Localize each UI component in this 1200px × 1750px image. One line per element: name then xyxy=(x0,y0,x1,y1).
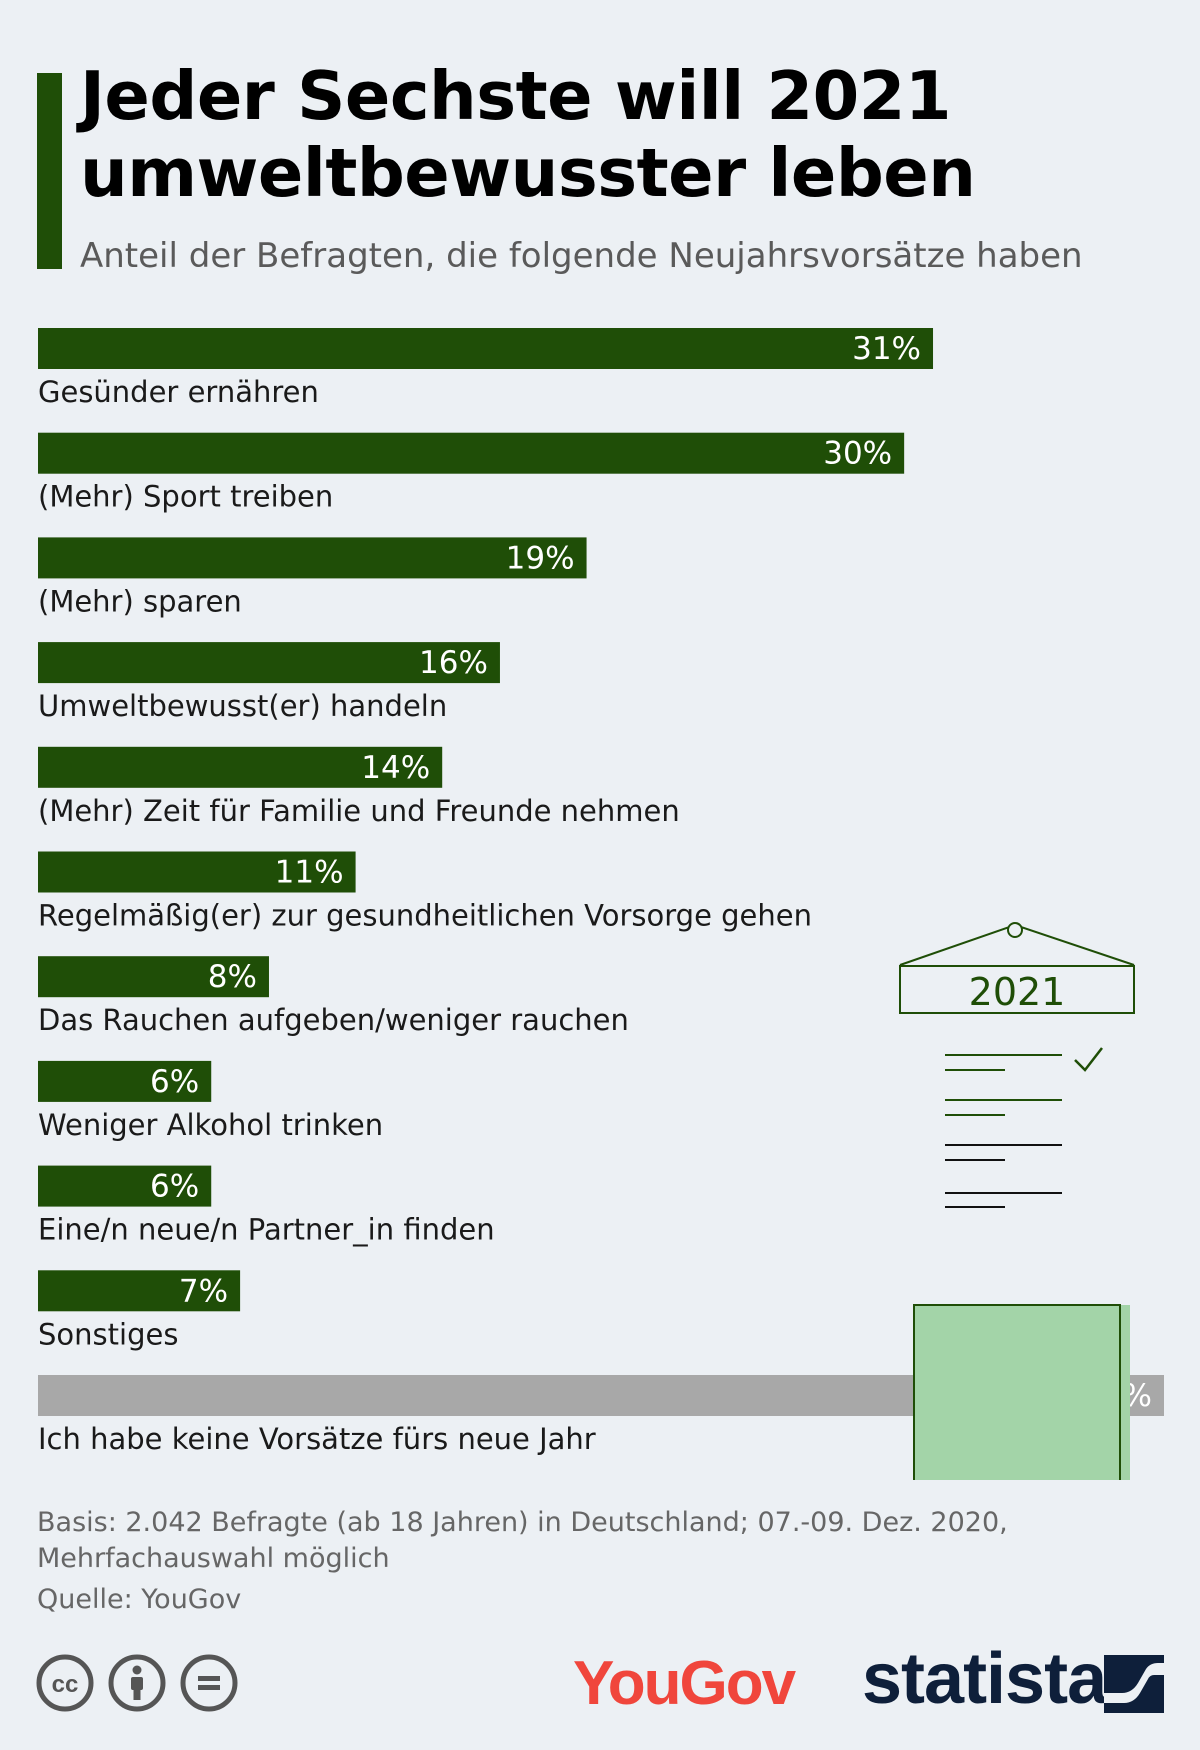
basis-note: Basis: 2.042 Befragte (ab 18 Jahren) in … xyxy=(37,1507,1008,1574)
bar-6 xyxy=(38,851,356,893)
category-label: Ich habe keine Vorsätze fürs neue Jahr xyxy=(38,1422,596,1456)
category-label: Eine/n neue/n Partner_in finden xyxy=(38,1213,495,1247)
resolution-list-icon: 2021 xyxy=(899,922,1135,1480)
svg-text:cc: cc xyxy=(52,1671,79,1698)
category-label: Gesünder ernähren xyxy=(38,375,319,409)
bar-value-label: 14% xyxy=(361,750,430,786)
bar-value-label: 19% xyxy=(506,540,575,576)
illustration-year: 2021 xyxy=(969,970,1066,1014)
bar-value-label: 16% xyxy=(419,645,488,681)
category-label: (Mehr) Sport treiben xyxy=(38,480,333,514)
category-label: (Mehr) Zeit für Familie und Freunde nehm… xyxy=(38,794,680,828)
bar-value-label: 6% xyxy=(150,1064,199,1100)
bar-value-label: 31% xyxy=(852,331,921,367)
bar-3 xyxy=(38,537,587,579)
bar-value-label: 6% xyxy=(150,1169,199,1205)
bar-value-label: 8% xyxy=(208,959,257,995)
bar-5 xyxy=(38,746,443,788)
bar-4 xyxy=(38,642,500,684)
statista-mark-icon[interactable] xyxy=(1104,1655,1164,1713)
bar-chart: 31% Gesünder ernähren 30% (Mehr) Sport trei… xyxy=(38,328,1164,1480)
source-note: Quelle: YouGov xyxy=(37,1584,242,1615)
bar-value-label: 7% xyxy=(179,1273,228,1309)
chart-title: Jeder Sechste will 2021 umweltbewusster … xyxy=(80,57,976,212)
bar-8 xyxy=(38,1060,212,1102)
license-icons: cc xyxy=(35,1653,239,1713)
bar-10 xyxy=(38,1270,241,1312)
category-label: Das Rauchen aufgeben/weniger rauchen xyxy=(38,1003,629,1037)
yougov-logo[interactable]: YouGov xyxy=(573,1649,796,1718)
chart-subtitle: Anteil der Befragten, die folgende Neuja… xyxy=(80,236,1083,276)
cc-icon[interactable]: cc xyxy=(35,1653,95,1713)
category-label: Sonstiges xyxy=(38,1317,178,1351)
title-accent-bar xyxy=(37,73,62,269)
by-icon[interactable] xyxy=(107,1653,167,1713)
category-label: (Mehr) sparen xyxy=(38,584,242,618)
bars-layer: 31% Gesünder ernähren 30% (Mehr) Sport trei… xyxy=(38,328,1164,1456)
bar-value-label: 11% xyxy=(275,855,344,891)
category-label: Weniger Alkohol trinken xyxy=(38,1108,383,1142)
bar-7 xyxy=(38,956,269,998)
bar-value-label: 30% xyxy=(823,436,892,472)
nd-icon[interactable] xyxy=(179,1653,239,1713)
bar-9 xyxy=(38,1165,212,1207)
category-label: Regelmäßig(er) zur gesundheitlichen Vors… xyxy=(38,899,812,933)
bar-1 xyxy=(38,328,934,369)
statista-logo[interactable]: statista xyxy=(862,1639,1107,1719)
bar-2 xyxy=(38,432,905,474)
category-label: Umweltbewusst(er) handeln xyxy=(38,689,447,723)
